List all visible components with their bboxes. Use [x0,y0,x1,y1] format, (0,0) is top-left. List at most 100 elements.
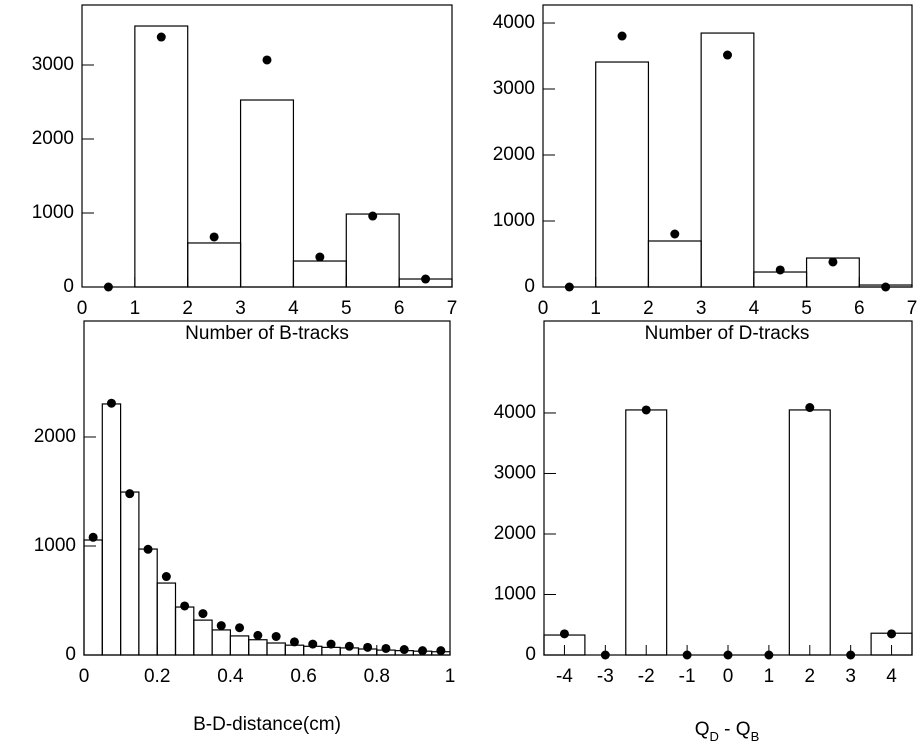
histogram-bar [625,409,668,656]
x-tick-label: -2 [638,666,655,687]
histogram-bar [134,25,189,288]
x-tick-label: 5 [341,298,352,319]
data-point [262,55,272,65]
x-tick-label: 0 [723,666,734,687]
x-tick-label: 6 [854,298,865,319]
y-tick-label: 4000 [494,402,536,423]
y-tick-label: 2000 [34,426,76,447]
histogram-bar [788,409,831,656]
data-point [125,489,135,499]
x-axis-label: Number of B-tracks [185,323,349,344]
data-point [805,403,815,413]
x-tick-label: 1 [445,666,456,687]
y-tick-label: 4000 [493,12,535,33]
x-tick-label: 3 [696,298,707,319]
histogram-bar [239,99,295,288]
data-point [103,282,113,292]
x-tick-label: 1 [130,298,141,319]
data-point [381,643,391,653]
data-point [315,252,325,262]
data-point [106,398,116,408]
x-tick-label: 3 [845,666,856,687]
x-tick-label: 2 [182,298,193,319]
x-tick-label: 1 [590,298,601,319]
data-point [641,405,651,415]
histogram-bar [211,629,232,656]
data-point [828,257,838,267]
x-tick-label: 0 [77,298,88,319]
histogram-bar [647,240,702,288]
label-text: Q [695,719,710,740]
x-axis-label: Number of D-tracks [645,323,810,344]
x-tick-label: 7 [447,298,458,319]
histogram-bar [248,639,268,656]
y-tick-label: 0 [65,644,76,665]
data-point [143,544,153,554]
histogram-bar [284,644,305,656]
data-point [308,639,318,649]
data-point [368,211,378,221]
panel: 0 1000 2000 3000 4000 -4 -3 -2 -1 0 1 2 3 4 QD - QB [494,320,913,744]
panel: 0 1000 2000 3000 4000 0 1 2 3 4 5 6 7 Number of D-tra… [493,4,917,344]
data-point [235,623,245,633]
plot-frame [81,4,453,288]
y-tick-label: 3000 [32,54,74,75]
histogram-bar [595,61,650,288]
data-point [559,629,569,639]
data-point [271,631,281,641]
histogram-bar [83,539,103,656]
x-tick-label: 0.8 [364,666,390,687]
y-tick-label: 3000 [494,462,536,483]
histogram-bar [138,548,158,656]
data-point [289,637,299,647]
histogram-bar [266,642,286,656]
data-point [156,32,166,42]
x-tick-label: -1 [679,666,696,687]
x-axis-label: B-D-distance(cm) [193,714,341,735]
x-tick-label: -3 [597,666,614,687]
x-tick-label: 0.4 [217,666,244,687]
y-tick-label: 3000 [493,78,535,99]
y-tick-label: 1000 [494,584,536,605]
y-tick-label: 1000 [32,202,74,223]
label-subscript: B [751,729,760,744]
histogram-bar [193,619,213,656]
data-point [617,31,627,41]
plot-frame [543,320,913,656]
histogram-bar [119,491,140,656]
data-point [216,621,226,631]
data-point [564,282,574,292]
data-point [88,532,98,542]
histogram-bar [174,606,195,656]
x-tick-label: 0 [79,666,90,687]
x-tick-label: 0 [538,298,549,319]
histogram-bar [229,635,250,656]
x-tick-label: 4 [288,298,299,319]
data-point [209,232,219,242]
data-point [775,265,785,275]
data-point [682,650,692,660]
y-tick-label: 0 [63,276,74,297]
data-point [764,650,774,660]
histogram-bar [700,32,755,288]
label-subscript: D [710,729,719,744]
x-tick-label: 6 [394,298,405,319]
data-point [418,646,428,656]
y-tick-label: 1000 [493,210,535,231]
panel: 0 1000 2000 3000 0 1 2 3 4 5 6 7 Number of B-tracks [32,4,458,344]
data-point [161,572,171,582]
data-point [253,630,263,640]
x-tick-label: 5 [801,298,812,319]
x-tick-label: -4 [556,666,573,687]
histogram-bar [156,582,177,656]
data-point [326,639,336,649]
histogram-bar [292,260,347,288]
histogram-bar [187,242,242,288]
label-text: Number of D-tracks [645,323,810,344]
y-tick-label: 2000 [493,144,535,165]
y-tick-label: 0 [525,644,536,665]
x-axis-label: QD - QB [695,719,760,744]
data-point [670,229,680,239]
data-point [436,646,446,656]
data-point [399,645,409,655]
